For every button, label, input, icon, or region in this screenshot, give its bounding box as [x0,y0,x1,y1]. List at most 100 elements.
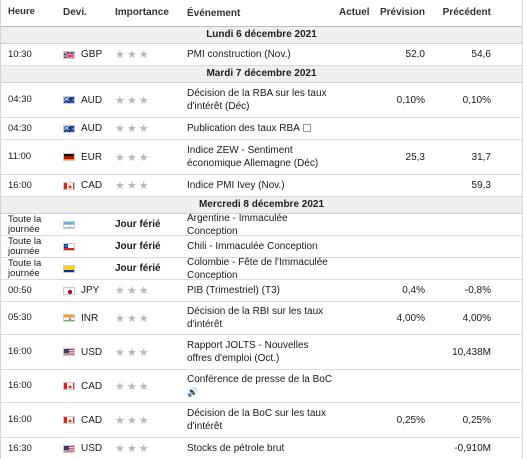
event-forecast: 0,10% [396,94,425,106]
event-name[interactable]: Stocks de pétrole brut [187,438,337,459]
event-row[interactable]: Toute la journée Jour férié Colombie - Fêt… [1,257,522,281]
flag-ca-icon [63,181,75,190]
event-importance: ★★★ [115,280,183,301]
event-importance: Jour férié [115,214,183,235]
event-row[interactable]: 00:50 JPY ★★★ PIB (Trimestriel) (T3) 0,4% -0,… [1,280,522,302]
event-name[interactable]: Colombie - Fête de l'Immaculée Conceptio… [187,257,337,281]
header-importance[interactable]: Importance [115,7,169,18]
event-name[interactable]: Publication des taux RBA [187,118,337,139]
event-previous [431,214,491,235]
event-importance: ★★★ [115,140,183,174]
importance-stars-icon: ★★★ [115,443,151,455]
event-previous: 31,7 [471,151,491,163]
event-name-text: Publication des taux RBA [187,123,300,134]
event-name-line: Indice PMI Ivey (Nov.) [187,180,285,191]
event-row[interactable]: 11:00 EUR ★★★ Indice ZEW - Sentiment économi… [1,140,522,175]
event-previous: 10,438M [452,346,491,358]
event-name[interactable]: Décision de la RBA sur les taux d'intérêt… [187,83,337,117]
event-currency: GBP [63,44,113,65]
header-actual[interactable]: Actuel [339,7,370,18]
table-header: Heure Devi. Importance Événement Actuel … [1,0,522,27]
event-time: 16:00 [8,414,32,425]
currency-code: USD [81,346,103,358]
event-name-line: Publication des taux RBA [187,122,311,135]
header-previous[interactable]: Précédent [442,7,491,18]
event-actual [339,280,369,301]
event-time: 04:30 [8,122,32,134]
event-actual [339,214,369,235]
event-forecast: 4,00% [396,312,425,324]
event-importance: ★★★ [115,335,183,369]
event-actual [339,118,369,139]
flag-ca-icon [63,382,75,390]
event-time: 05:30 [8,312,32,323]
event-currency: EUR [63,140,113,174]
event-name-line: offres d'emploi (Oct.) [187,353,280,364]
flag-au-icon [63,96,75,104]
event-actual [339,403,369,437]
header-event[interactable]: Événement [187,8,241,19]
event-row[interactable]: 04:30 AUD ★★★ Publication des taux RBA [1,118,522,140]
event-row[interactable]: Toute la journée Jour férié Argentine - Im… [1,212,522,237]
event-name[interactable]: Indice ZEW - Sentiment économique Allemag… [187,140,337,174]
event-row[interactable]: 04:30 AUD ★★★ Décision de la RBA sur les ta… [1,83,522,118]
event-previous: -0,910M [454,443,491,454]
event-name-line: Conférence de presse de la BoC [187,374,333,385]
speaker-icon[interactable]: 🔊 [187,387,199,397]
event-name[interactable]: Chili - Immaculée Conception [187,236,337,257]
event-name[interactable]: Indice PMI Ivey (Nov.) [187,175,337,196]
event-name[interactable]: Conférence de presse de la BoC 🔊 [187,370,337,402]
event-row[interactable]: 16:00 USD ★★★ Rapport JOLTS - Nouvelles offr… [1,335,522,370]
event-row[interactable]: 10:30 GBP ★★★ PMI construction (Nov.) 52,0 54… [1,44,522,66]
event-time: 10:30 [8,48,32,60]
importance-stars-icon: ★★★ [115,380,151,393]
event-forecast: 0,25% [396,414,425,426]
event-name[interactable]: PIB (Trimestriel) (T3) [187,280,337,301]
event-name-line: Décision de la RBA sur les taux [187,88,327,99]
event-currency: JPY [63,280,113,301]
event-name-line: Stocks de pétrole brut [187,443,285,454]
importance-stars-icon: ★★★ [115,414,151,427]
event-currency: CAD [63,175,113,196]
event-name[interactable]: PMI construction (Nov.) [187,44,337,65]
event-row[interactable]: 16:00 CAD ★★★ Indice PMI Ivey (Nov.) 59,3 [1,175,522,197]
event-name-line: Rapport JOLTS - Nouvelles [187,340,309,351]
currency-code: INR [81,312,99,324]
event-row[interactable]: 16:00 CAD ★★★ Décision de la BoC sur les ta… [1,403,522,438]
event-row[interactable]: 05:30 INR ★★★ Décision de la RBI sur les ta… [1,302,522,335]
day-header-row: Mardi 7 décembre 2021 [1,66,522,83]
event-currency: CAD [63,403,113,437]
currency-code: CAD [81,414,103,426]
event-actual [339,258,369,279]
event-name[interactable]: Argentine - Immaculée Conception [187,212,337,237]
event-currency: USD [63,438,113,459]
event-time: Toute la journée [8,213,42,235]
event-importance: ★★★ [115,438,183,459]
document-icon[interactable] [302,124,311,133]
event-previous [431,118,491,139]
event-name-line: Chili - Immaculée Conception [187,241,318,252]
event-name[interactable]: Rapport JOLTS - Nouvelles offres d'emploi… [187,335,337,369]
currency-code: AUD [81,123,103,134]
event-row[interactable]: 16:00 CAD ★★★ Conférence de presse de la Bo… [1,370,522,403]
event-name-line: d'intérêt (Déc) [187,101,250,112]
importance-stars-icon: ★★★ [115,312,151,325]
event-forecast: 0,4% [402,285,425,296]
holiday-label: Jour férié [115,263,161,274]
header-time[interactable]: Heure [8,6,35,17]
header-currency[interactable]: Devi. [63,7,87,18]
event-importance: ★★★ [115,175,183,196]
header-forecast[interactable]: Prévision [379,7,425,18]
event-previous: 4,00% [462,312,491,324]
flag-in-icon [63,314,75,322]
event-name[interactable]: Décision de la BoC sur les taux d'intérêt [187,403,337,437]
event-forecast: 25,3 [405,151,425,163]
event-name[interactable]: Décision de la RBI sur les taux d'intérêt [187,302,337,334]
event-time: 16:00 [8,380,32,391]
event-row[interactable]: 16:30 USD ★★★ Stocks de pétrole brut -0,910M [1,438,522,459]
event-row[interactable]: Toute la journée Jour férié Chili - Immacu… [1,236,522,258]
event-importance: ★★★ [115,44,183,65]
importance-stars-icon: ★★★ [115,346,151,359]
event-name-line: Argentine - Immaculée Conception [187,212,288,237]
